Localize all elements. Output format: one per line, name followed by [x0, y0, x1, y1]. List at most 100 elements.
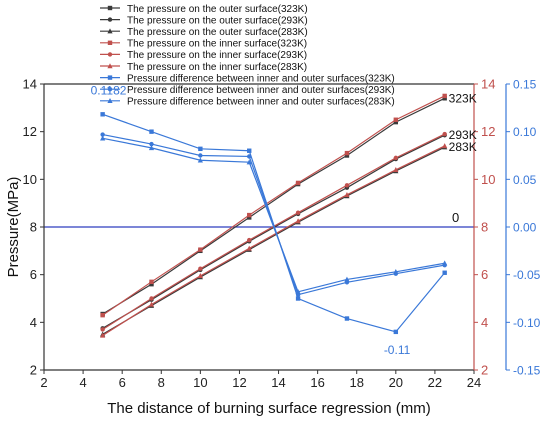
y3-tick-label: -0.10 [513, 316, 541, 330]
legend-marker [107, 98, 113, 103]
series-2 [100, 133, 447, 331]
data-point [197, 273, 203, 279]
legend-item: The pressure on the outer surface(323K) [100, 4, 308, 15]
data-point [393, 117, 399, 122]
legend-label: The pressure on the outer surface(293K) [127, 15, 308, 26]
y3-tick-label: -0.05 [513, 268, 541, 282]
x-tick-label: 2 [40, 375, 47, 390]
y-tick-label: 14 [23, 77, 37, 92]
legend-marker [107, 87, 113, 92]
data-point [149, 296, 154, 301]
series-group [100, 93, 448, 338]
y-tick-label: 2 [30, 363, 37, 378]
legend-item: The pressure on the outer surface(283K) [100, 27, 308, 38]
legend-label: Pressure difference between inner and ou… [127, 97, 395, 108]
data-point [100, 135, 106, 141]
annotation-label: -0.11 [384, 343, 411, 357]
legend-label: The pressure on the inner surface(323K) [127, 39, 307, 50]
data-point [149, 279, 154, 285]
y-tick-label: 4 [30, 315, 37, 330]
data-point [393, 329, 399, 335]
series-line [102, 145, 445, 336]
data-point [393, 269, 399, 275]
data-point [393, 119, 399, 125]
x-tick-label: 20 [389, 375, 403, 390]
legend-marker [107, 17, 113, 22]
annotation-label: 293K [449, 128, 477, 142]
x-tick-label: 24 [467, 375, 481, 390]
data-point [198, 247, 203, 252]
data-point [295, 180, 301, 186]
data-point [442, 260, 448, 266]
data-point [246, 159, 252, 165]
data-point [344, 316, 350, 321]
data-point [247, 237, 252, 243]
x-tick-label: 12 [232, 375, 246, 390]
data-point [149, 141, 154, 147]
data-point [295, 296, 301, 301]
series-9 [100, 135, 448, 295]
y-tick-label: 6 [30, 267, 37, 282]
y3-tick-label: -0.15 [513, 364, 541, 378]
data-point [100, 112, 105, 117]
data-point [247, 212, 252, 218]
series-line [102, 137, 445, 293]
y2-tick-label: 6 [481, 267, 488, 282]
legend-marker [107, 75, 113, 80]
axes: 2 4 6 8 10 12 14 16 18 20 22 2424681012142468101214… [23, 77, 541, 391]
y3-tick-label: 0.15 [513, 78, 537, 92]
data-point [100, 332, 106, 338]
x-tick-label: 8 [158, 375, 165, 390]
data-point [198, 153, 203, 158]
series-line [102, 134, 445, 329]
legend-marker [107, 5, 113, 11]
y3-tick-label: 0.10 [513, 125, 537, 139]
data-point [247, 215, 252, 220]
data-point [295, 218, 301, 224]
annotations: 323K293K283K0.1182-0.11 [91, 83, 477, 357]
data-point [442, 131, 447, 137]
x-tick-label: 4 [79, 375, 86, 390]
x-tick-label: 10 [193, 375, 207, 390]
x-axis-label: The distance of burning surface regressi… [107, 400, 430, 417]
data-point [100, 312, 105, 318]
legend-item: The pressure on the inner surface(323K) [100, 39, 307, 50]
legend-label: The pressure on the inner surface(283K) [127, 62, 307, 73]
zero-line-label: 0 [452, 210, 459, 225]
data-point [246, 245, 252, 251]
legend-marker [107, 28, 113, 34]
data-point [247, 148, 252, 153]
annotation-label: 283K [449, 140, 477, 154]
legend-item: The pressure on the outer surface(293K) [100, 15, 308, 26]
data-point [100, 327, 105, 332]
series-line [102, 133, 445, 330]
series-line [102, 146, 445, 335]
x-tick-label: 16 [310, 375, 324, 390]
legend-item: Pressure difference between inner and ou… [100, 97, 395, 108]
y-tick-label: 12 [23, 124, 37, 139]
x-tick-label: 6 [119, 375, 126, 390]
data-point [442, 270, 447, 275]
y-tick-label: 8 [30, 220, 37, 235]
series-6 [100, 143, 448, 338]
legend-item: Pressure difference between inner and ou… [100, 73, 395, 84]
legend-label: The pressure on the inner surface(293K) [127, 50, 307, 61]
series-line [102, 97, 445, 315]
legend-marker [107, 52, 113, 57]
data-point [344, 192, 350, 198]
data-point [442, 143, 448, 149]
data-point [344, 150, 350, 156]
data-point [344, 276, 350, 282]
data-point [198, 266, 203, 271]
series-line [102, 95, 445, 316]
x-tick-label: 18 [349, 375, 363, 390]
data-point [100, 132, 105, 137]
y-axis-label: Pressure(MPa) [5, 177, 22, 278]
series-line [102, 133, 445, 296]
data-point [149, 282, 154, 287]
annotation-label: 323K [449, 91, 477, 105]
y2-tick-label: 14 [481, 77, 495, 92]
legend-label: The pressure on the outer surface(323K) [127, 4, 308, 15]
y2-tick-label: 8 [481, 220, 488, 235]
